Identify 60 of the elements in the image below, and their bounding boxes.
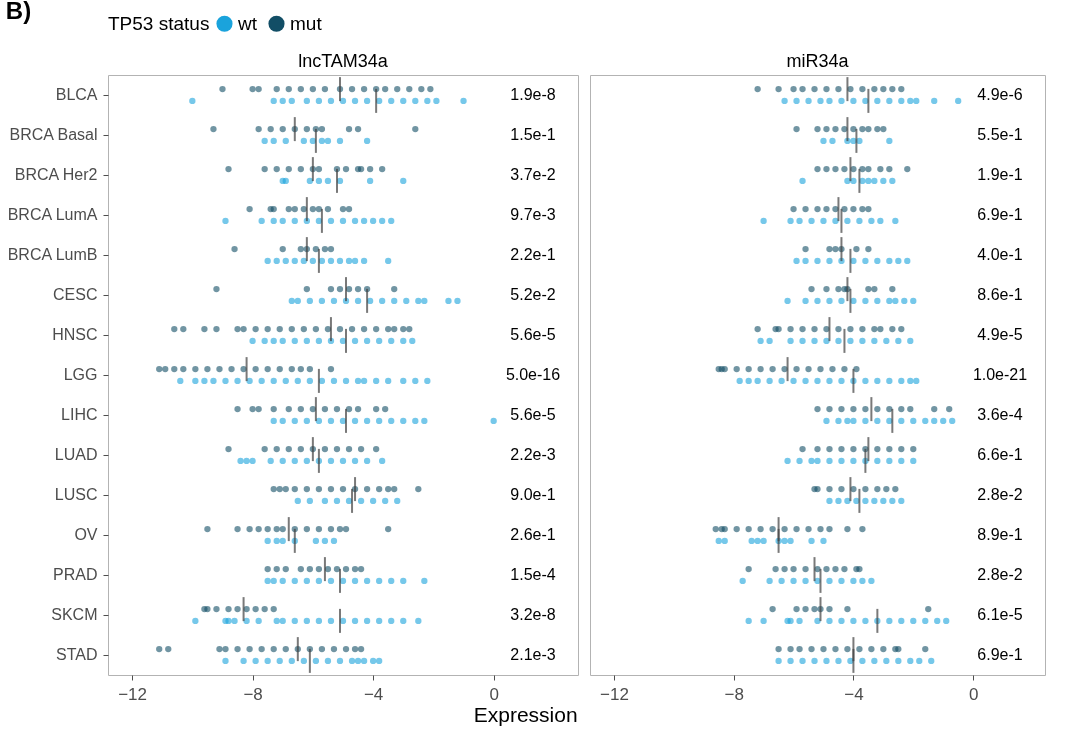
annotation: 8.6e-1 xyxy=(977,286,1023,303)
y-tick-label: LUSC xyxy=(54,486,98,503)
annotation: 6.9e-1 xyxy=(977,646,1023,663)
x-tick-label: −4 xyxy=(363,684,384,704)
annotation: 1.9e-8 xyxy=(510,86,556,103)
y-tick-label: LGG xyxy=(63,366,98,383)
annotation: 6.1e-5 xyxy=(977,606,1023,623)
annotation: 2.2e-3 xyxy=(510,446,556,463)
x-tick-label: −12 xyxy=(118,684,148,704)
y-tick-label: HNSC xyxy=(52,326,98,343)
legend-title: TP53 status xyxy=(108,13,210,34)
y-tick-label: STAD xyxy=(56,646,98,663)
y-tick-label: CESC xyxy=(53,286,98,303)
annotation: 4.9e-5 xyxy=(977,326,1023,343)
y-tick-label: BLCA xyxy=(55,86,98,103)
y-tick-label: BRCA LumB xyxy=(7,246,98,263)
annotation: 9.0e-1 xyxy=(510,486,556,503)
chart-title: miR34a xyxy=(786,51,850,71)
x-tick-label: −12 xyxy=(600,684,629,704)
annotation: 1.5e-1 xyxy=(510,126,556,143)
annotation: 2.6e-1 xyxy=(510,526,556,543)
x-tick-label: 0 xyxy=(489,684,499,704)
annotation: 8.9e-1 xyxy=(977,526,1023,543)
annotation: 5.0e-16 xyxy=(505,366,561,383)
text: B) xyxy=(5,0,32,24)
annotation: 2.1e-3 xyxy=(510,646,556,663)
x-tick-label: −8 xyxy=(243,684,263,704)
y-tick-label: SKCM xyxy=(51,606,98,623)
annotation: 3.6e-4 xyxy=(977,406,1023,423)
x-tick-label: −8 xyxy=(724,684,744,704)
annotation: 2.8e-2 xyxy=(977,486,1023,503)
legend-label: wt xyxy=(237,12,258,34)
y-tick-label: BRCA LumA xyxy=(7,206,98,223)
annotation: 9.7e-3 xyxy=(510,206,556,223)
annotation: 5.6e-5 xyxy=(510,406,556,423)
y-tick-label: BRCA Her2 xyxy=(14,166,98,183)
y-tick-label: OV xyxy=(74,526,98,543)
annotation: 5.2e-2 xyxy=(510,286,556,303)
x-tick-label: −4 xyxy=(844,684,864,704)
annotation: 3.7e-2 xyxy=(510,166,556,183)
annotation: 4.0e-1 xyxy=(977,246,1023,263)
annotation: 1.9e-1 xyxy=(977,166,1023,183)
x-tick-label: 0 xyxy=(968,684,979,704)
annotation: 3.2e-8 xyxy=(510,606,556,623)
y-tick-label: BRCA Basal xyxy=(9,126,98,143)
annotation: 5.6e-5 xyxy=(510,326,556,343)
annotation: 1.0e-21 xyxy=(972,366,1028,383)
y-tick-label: LIHC xyxy=(61,406,98,423)
annotation: 6.9e-1 xyxy=(977,206,1023,223)
legend-label: mut xyxy=(290,12,323,34)
y-tick-label: LUAD xyxy=(54,446,98,463)
chart-title: lncTAM34a xyxy=(298,51,389,71)
annotation: 1.5e-4 xyxy=(510,566,556,583)
annotation: 6.6e-1 xyxy=(977,446,1023,463)
x-axis-title: Expression xyxy=(473,702,578,726)
y-tick-label: PRAD xyxy=(53,566,98,583)
annotation: 2.2e-1 xyxy=(510,246,556,263)
annotation: 5.5e-1 xyxy=(977,126,1023,143)
annotation: 4.9e-6 xyxy=(977,86,1023,103)
annotation: 2.8e-2 xyxy=(977,566,1023,583)
